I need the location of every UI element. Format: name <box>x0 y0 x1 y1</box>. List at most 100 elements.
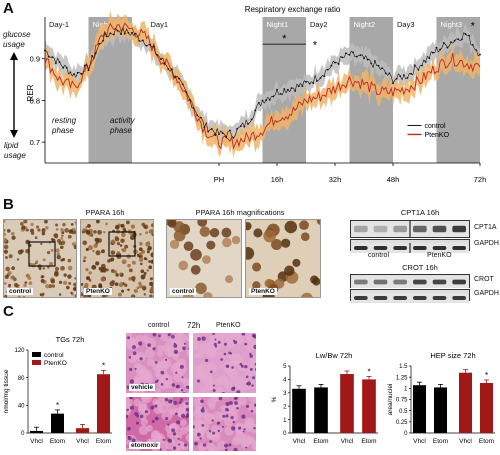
chart-title: TGs 72h <box>56 335 85 344</box>
nucleus <box>45 225 49 230</box>
nucleus <box>127 336 131 340</box>
bar <box>75 428 90 433</box>
nucleus <box>85 230 91 235</box>
x-tick-label: Vhcl <box>459 438 472 445</box>
nucleus <box>158 334 161 338</box>
nucleus <box>93 243 98 249</box>
nucleus <box>121 289 125 293</box>
lwbw-bar-chart: Lw/Bw 72h 0 1 2 3 4 5% Vhcl Etom Vhcl * Etom <box>271 351 378 445</box>
histo-header-control: control <box>148 322 170 329</box>
lipid-usage-label: lipid usage <box>4 141 26 160</box>
control-point <box>308 82 311 85</box>
nucleus <box>149 287 153 293</box>
nucleus <box>20 222 24 226</box>
nucleus <box>160 383 164 386</box>
nucleus <box>11 235 16 240</box>
nucleus <box>68 281 72 285</box>
blot-band <box>354 279 368 285</box>
control-point <box>410 72 413 75</box>
nucleus <box>111 280 115 284</box>
x-tick-label: Etom <box>96 438 111 445</box>
nucleus <box>252 376 255 380</box>
cytoplasm <box>250 424 256 434</box>
y-tick-label: 0.25 <box>396 420 408 426</box>
nucleus <box>209 370 213 374</box>
control-point <box>91 55 94 57</box>
control-point <box>341 56 344 59</box>
nucleus <box>67 274 72 279</box>
y-axis-label: area/nuclei <box>387 384 394 416</box>
blot-band <box>413 296 427 300</box>
nucleus <box>47 266 50 269</box>
nucleus <box>201 423 205 427</box>
blot-band <box>452 225 466 233</box>
nucleus <box>50 238 54 241</box>
nucleus <box>72 242 76 247</box>
nucleus <box>200 408 205 413</box>
nucleus <box>74 294 76 297</box>
usage-arrow-head-up <box>10 52 18 60</box>
nucleus <box>107 259 111 263</box>
significance-star: * <box>367 367 370 376</box>
nucleus <box>145 241 151 247</box>
magnification-ptenko: PtenKO <box>245 219 321 298</box>
nucleus <box>199 437 202 440</box>
nucleus <box>252 281 261 290</box>
control-point <box>174 76 177 79</box>
nucleus <box>196 379 201 383</box>
nucleus <box>172 446 177 450</box>
micrograph-label: control <box>170 288 197 295</box>
x-tick-label: Etom <box>433 438 448 445</box>
control-point <box>160 58 162 61</box>
control-point <box>373 60 376 62</box>
control-point <box>112 33 115 36</box>
nucleus <box>143 224 149 230</box>
panel-c-label: C <box>3 303 14 320</box>
y-tick-label: 0 <box>283 431 287 437</box>
legend-label-ptenko: PtenKO <box>44 360 67 367</box>
nucleus <box>152 347 156 351</box>
control-point <box>363 57 365 60</box>
control-point <box>330 64 333 67</box>
nucleus <box>168 399 173 404</box>
nucleus <box>168 438 173 443</box>
legend-label-control: control <box>44 352 64 359</box>
nucleus <box>173 343 178 348</box>
nucleus <box>312 277 320 286</box>
nucleus <box>4 274 9 279</box>
nucleus <box>121 248 124 251</box>
nucleus <box>121 259 127 265</box>
y-tick-label: 80 <box>18 376 25 382</box>
nucleus <box>254 367 256 371</box>
blot-band <box>373 296 388 300</box>
nucleus <box>225 401 230 407</box>
nucleus <box>169 239 180 250</box>
control-point <box>170 68 173 71</box>
control-point <box>109 32 112 35</box>
blot-band <box>452 246 466 250</box>
control-point <box>388 72 391 75</box>
nucleus <box>138 247 143 252</box>
nucleus <box>217 340 221 344</box>
nucleus <box>40 293 44 297</box>
nucleus <box>284 220 298 234</box>
nucleus <box>176 384 180 389</box>
cytoplasm <box>239 434 252 447</box>
nucleus <box>180 413 186 419</box>
phase-label: Night1 <box>267 20 289 29</box>
nucleus <box>88 271 92 275</box>
x-tick-label: Vhcl <box>76 438 89 445</box>
control-point <box>127 31 130 34</box>
blot-band <box>393 279 407 285</box>
legend-swatch-ptenko <box>32 360 41 365</box>
control-point <box>225 136 228 138</box>
nucleus <box>38 267 42 271</box>
nucleus <box>167 333 171 337</box>
control-point <box>370 62 373 65</box>
control-point <box>323 75 326 78</box>
cpt1a-label: CPT1A <box>474 224 497 231</box>
nucleus <box>284 265 295 276</box>
nucleus <box>11 266 15 270</box>
control-point <box>286 88 289 91</box>
nucleus <box>86 276 91 280</box>
